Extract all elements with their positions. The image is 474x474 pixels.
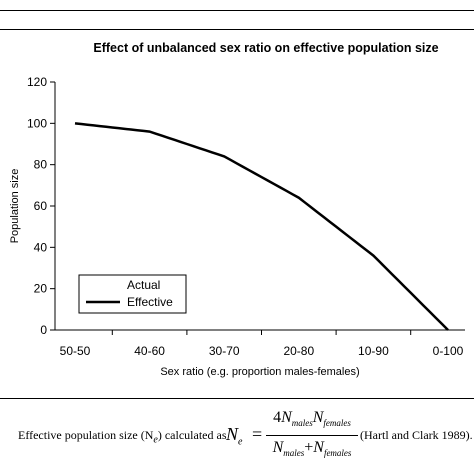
- formula-denominator: Nmales+Nfemales: [266, 438, 358, 463]
- y-ticks: 0 20 40 60 80 100 120: [27, 75, 55, 337]
- caption-lead: Effective population size (N: [18, 428, 154, 442]
- chart-title: Effect of unbalanced sex ratio on effect…: [93, 41, 438, 55]
- y-tick-label: 100: [27, 116, 47, 130]
- formula-lhs-var: N: [226, 424, 239, 444]
- legend-box: [78, 274, 187, 314]
- y-tick-label: 0: [40, 323, 47, 337]
- den-var-2: N: [313, 439, 324, 457]
- y-axis-label: Population size: [9, 169, 21, 244]
- x-ticks: 50-50 40-60 30-70 20-80 10-90 0-100: [60, 330, 464, 358]
- legend-label-actual: Actual: [127, 278, 160, 292]
- fraction-bar: [266, 435, 358, 437]
- y-tick-label: 40: [34, 240, 48, 254]
- y-tick-label: 20: [34, 282, 48, 296]
- formula-numerator: 4NmalesNfemales: [266, 408, 358, 433]
- formula-lhs-sub: e: [238, 436, 243, 448]
- x-axis-label: Sex ratio (e.g. proportion males-females…: [160, 366, 359, 378]
- caption-text: Effective population size (Ne) calculate…: [18, 428, 226, 445]
- num-sub-2: females: [323, 418, 351, 429]
- y-tick-label: 60: [34, 199, 48, 213]
- formula-lhs: Ne: [226, 424, 242, 448]
- caption-tail: ) calculated as: [157, 428, 227, 442]
- legend: Actual Effective: [78, 274, 187, 314]
- caption-sub: e: [153, 434, 158, 446]
- formula-equals: =: [252, 424, 263, 444]
- formula-fraction: 4NmalesNfemales Nmales+Nfemales: [266, 408, 358, 463]
- num-sub-1: males: [291, 418, 313, 429]
- x-tick-label: 0-100: [433, 344, 464, 358]
- series-line-effective: [74, 122, 449, 331]
- y-tick-label: 80: [34, 158, 48, 172]
- den-sub-2: females: [323, 448, 352, 459]
- x-tick-label: 50-50: [60, 344, 91, 358]
- x-tick-label: 30-70: [209, 344, 240, 358]
- x-tick-label: 20-80: [283, 344, 314, 358]
- formula: Ne = 4NmalesNfemales Nmales+Nfemales: [226, 408, 358, 458]
- y-tick-label: 120: [27, 75, 47, 89]
- num-coef: 4: [273, 409, 282, 426]
- bottom-rule: [0, 398, 474, 399]
- series-effective: [74, 122, 449, 331]
- x-tick-label: 40-60: [134, 344, 165, 358]
- x-tick-label: 10-90: [358, 344, 389, 358]
- num-var-2: N: [312, 409, 324, 426]
- legend-label-effective: Effective: [127, 295, 173, 309]
- chart: Effect of unbalanced sex ratio on effect…: [9, 41, 465, 378]
- den-plus: +: [304, 439, 314, 457]
- den-var-1: N: [272, 439, 284, 457]
- caption-row: Effective population size (Ne) calculate…: [0, 408, 474, 458]
- top-rule: [0, 10, 474, 11]
- top-rule-lower: [0, 29, 474, 30]
- series-layer: [74, 122, 449, 331]
- den-sub-1: males: [283, 448, 305, 459]
- caption-citation: (Hartl and Clark 1989).: [360, 428, 473, 442]
- num-var-1: N: [281, 409, 292, 426]
